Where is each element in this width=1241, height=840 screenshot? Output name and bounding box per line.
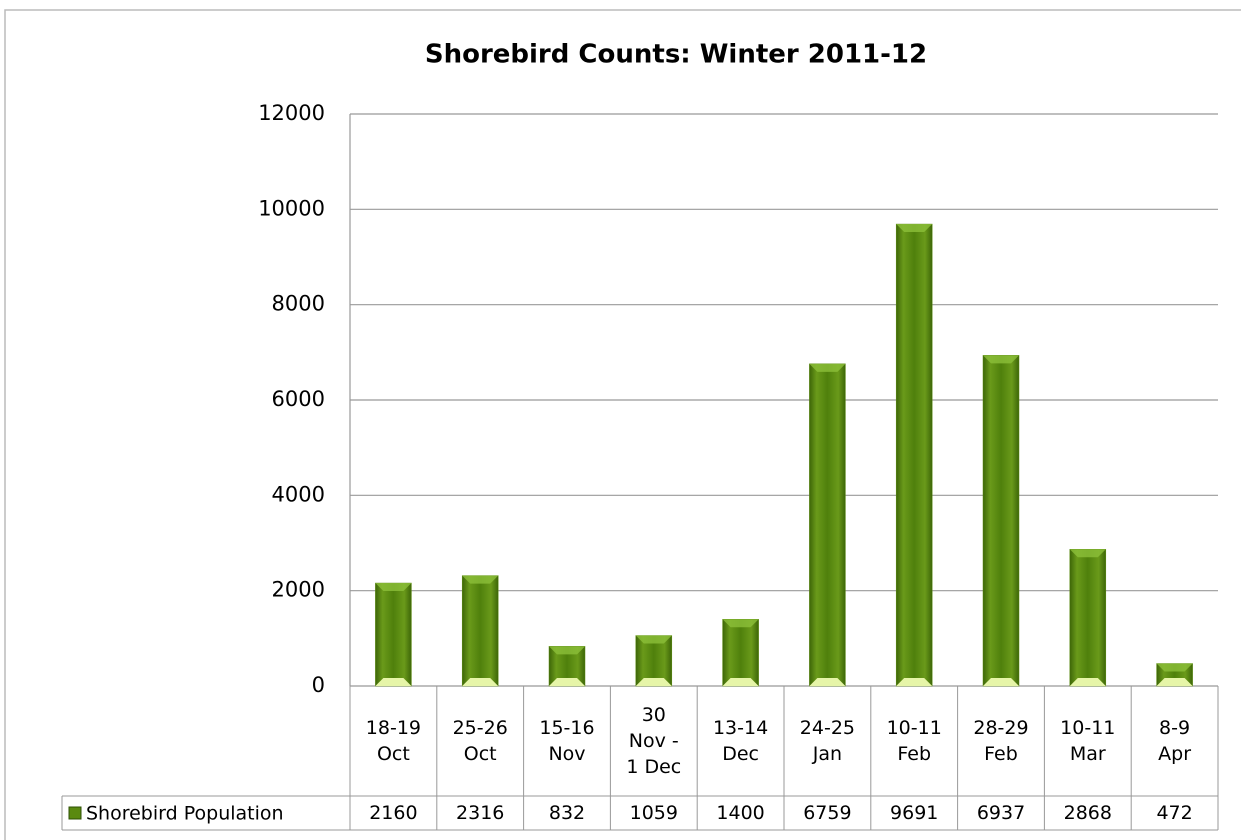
y-tick-label: 0 [312,673,325,697]
bar [722,619,759,687]
bar-base [983,678,1019,686]
bar-bevel [462,575,499,584]
x-tick-label: 15-16 Nov [539,717,595,765]
bar-base [549,678,585,686]
bar-base [462,678,499,686]
bar [635,635,673,687]
data-table-value: 2160 [369,802,418,824]
data-table-value: 1400 [716,802,765,824]
y-tick-label: 6000 [272,387,325,411]
bar [809,363,846,687]
chart-border [4,9,1241,840]
x-tick-label: 10-11 Mar [1060,717,1116,765]
bar-bevel [896,224,933,233]
bar-base [1069,678,1106,686]
x-tick-label: 24-25 Jan [799,717,855,765]
y-tick-label: 12000 [258,101,325,125]
x-tick-label: 28-29 Feb [973,717,1029,765]
data-table-value: 472 [1156,802,1193,824]
legend-label: Shorebird Population [86,803,284,825]
bar-base [809,678,846,686]
bar [1069,549,1107,687]
x-tick-label: 18-19 Oct [365,717,421,765]
bar-base [635,678,672,686]
chart-title: Shorebird Counts: Winter 2011-12 [425,40,927,70]
bar [375,582,412,687]
x-tick-label: 25-26 Oct [452,717,508,765]
x-tick-label: 30 Nov - 1 Dec [626,704,682,778]
bar-bevel [1069,549,1106,558]
bar-bevel [809,363,846,372]
x-tick-label: 13-14 Dec [712,717,769,765]
y-tick-label: 2000 [272,578,325,602]
data-table-value: 2316 [456,802,505,824]
bar [461,575,499,687]
bar-bevel [635,635,672,644]
data-table-value: 2868 [1063,802,1112,824]
bar-bevel [722,619,759,628]
y-tick-label: 4000 [272,482,325,506]
x-tick-label: 8-9 Apr [1158,717,1192,765]
legend-marker [68,806,82,820]
data-table-value: 832 [548,802,586,824]
bar-base [375,678,412,686]
x-tick-label: 10-11 Feb [886,717,942,765]
bar [982,355,1020,687]
bar [895,223,933,687]
data-table-value: 6759 [803,802,852,824]
y-tick-label: 10000 [258,196,325,220]
data-table-value: 1059 [629,802,678,824]
bar-base [722,678,759,686]
data-table-value: 6937 [976,802,1026,824]
bar-base [896,678,933,686]
bar-bevel [375,583,412,592]
bar-bevel [1156,663,1193,672]
data-table-value: 9691 [890,802,939,824]
bar-base [1156,678,1193,686]
bar-bevel [983,355,1019,364]
y-tick-label: 8000 [272,292,325,316]
bar-bevel [549,646,585,655]
